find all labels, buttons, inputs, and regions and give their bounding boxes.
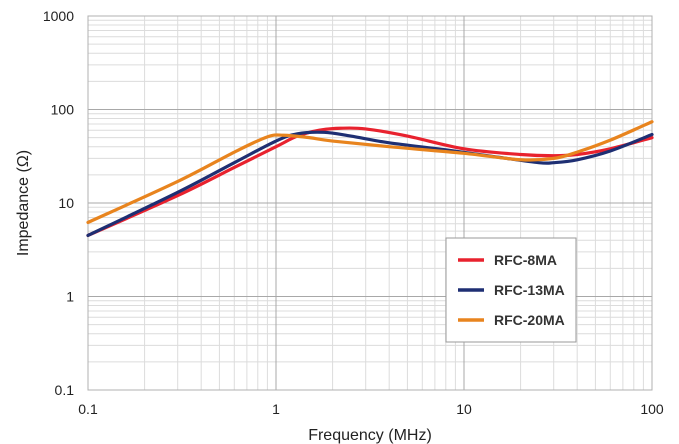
series-line-rfc-13ma [86,130,654,238]
y-axis-title: Impedance (Ω) [15,150,32,256]
plot-area-frame [87,15,653,391]
legend-label-rfc-20ma: RFC-20MA [494,312,565,328]
x-tick-label: 1 [272,401,280,417]
y-tick-labels: 0.1 1 10 100 1000 [43,8,74,398]
x-tick-label: 100 [640,401,664,417]
y-tick-label: 1 [66,289,74,305]
x-tick-label: 10 [456,401,472,417]
legend-label-rfc-13ma: RFC-13MA [494,282,565,298]
y-tick-label: 0.1 [55,382,75,398]
y-tick-label: 1000 [43,8,74,24]
y-tick-label: 10 [58,195,74,211]
x-tick-labels: 0.1 1 10 100 [78,401,664,417]
legend: RFC-8MA RFC-13MA RFC-20MA [445,237,577,343]
x-tick-label: 0.1 [78,401,98,417]
series-layer [86,120,654,238]
x-axis-title: Frequency (MHz) [308,427,432,444]
legend-label-rfc-8ma: RFC-8MA [494,252,557,268]
series-line-rfc-20ma [86,120,654,225]
y-tick-label: 100 [51,102,75,118]
